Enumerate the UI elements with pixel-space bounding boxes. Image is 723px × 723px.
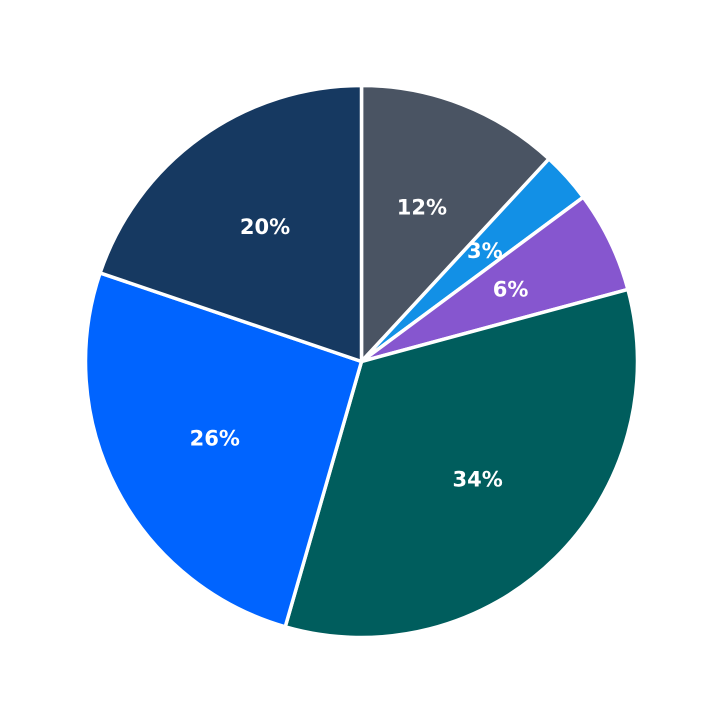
slice-label-3: 3% <box>467 239 503 263</box>
pie-slice-20 <box>98 83 364 364</box>
pie-slice-26 <box>83 271 364 629</box>
labels-layer: 12% 3% 6% 34% 26% 20% <box>190 195 529 491</box>
pie-slice-12 <box>359 83 551 364</box>
slice-label-6: 6% <box>493 277 529 301</box>
slice-label-20: 20% <box>240 215 290 239</box>
slice-label-26: 26% <box>190 426 240 450</box>
slice-label-12: 12% <box>397 195 447 219</box>
pie-slice-34 <box>283 287 640 640</box>
slices-layer <box>83 83 640 640</box>
slice-label-34: 34% <box>453 468 503 492</box>
